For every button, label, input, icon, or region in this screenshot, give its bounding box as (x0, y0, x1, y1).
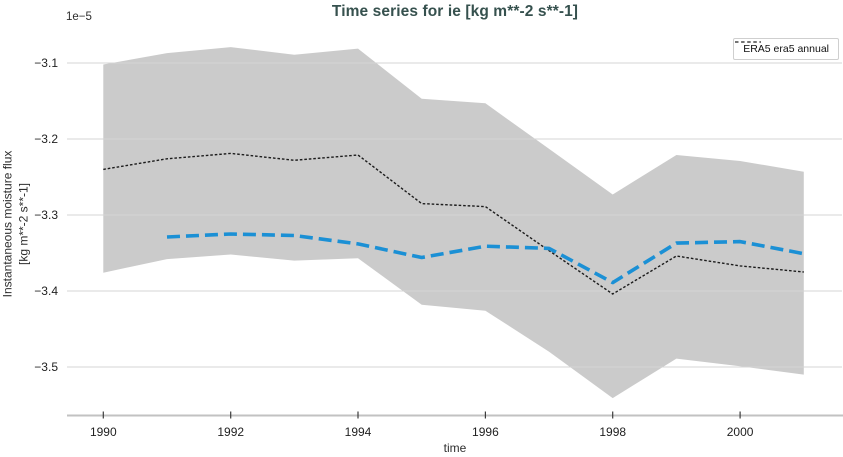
y-axis-label-line2: [kg m**-2 s**-1] (16, 182, 30, 266)
y-axis-offset-label: 1e−5 (66, 11, 92, 23)
y-tick-label: −3.4 (34, 284, 58, 298)
x-tick-label: 1990 (90, 425, 117, 439)
ensemble-mean-line (166, 232, 805, 285)
y-tick-label: −3.1 (34, 56, 58, 70)
legend-entry-label: ERA5 era5 annual (743, 43, 829, 55)
y-axis-label-line1: Instantaneous moisture flux (0, 150, 15, 298)
y-tick-label: −3.5 (34, 360, 58, 374)
y-tick-label: −3.2 (34, 132, 58, 146)
x-tick-label: 1994 (345, 425, 372, 439)
era5-annual-line (103, 152, 804, 295)
y-axis-label: Instantaneous moisture flux [kg m**-2 s*… (0, 151, 31, 298)
chart-title: Time series for ie [kg m**-2 s**-1] (331, 3, 579, 20)
x-axis-label: time (443, 441, 467, 455)
uncertainty-band (103, 47, 804, 399)
legend-dashed-line-icon (735, 41, 762, 43)
x-tick-label: 1996 (472, 425, 499, 439)
y-tick-label: −3.3 (34, 208, 58, 222)
x-tick-label: 2000 (727, 425, 754, 439)
x-tick-label: 1992 (217, 425, 244, 439)
legend-box: ERA5 era5 annual (733, 38, 839, 60)
x-tick-label: 1998 (599, 425, 626, 439)
